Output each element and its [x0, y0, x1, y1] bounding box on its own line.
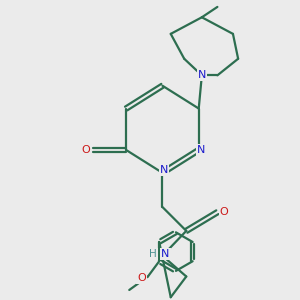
- Text: H: H: [149, 249, 157, 259]
- Text: O: O: [82, 145, 91, 155]
- Text: N: N: [198, 70, 206, 80]
- Text: N: N: [160, 165, 168, 175]
- Text: O: O: [137, 273, 146, 283]
- Text: N: N: [197, 145, 206, 155]
- Text: N: N: [161, 249, 170, 259]
- Text: O: O: [220, 207, 229, 217]
